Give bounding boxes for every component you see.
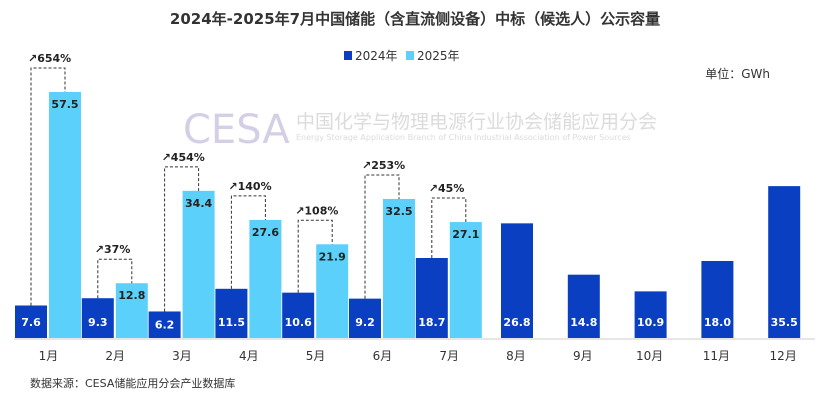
x-tick-label: 11月 (703, 349, 730, 363)
x-tick-label: 1月 (39, 349, 59, 363)
growth-label: ↗108% (295, 204, 338, 217)
bar-2024 (148, 311, 181, 338)
growth-label: ↗140% (228, 180, 271, 193)
bar-2024 (415, 257, 448, 338)
bar-label-2025: 34.4 (185, 197, 212, 210)
bar-label-2024: 10.9 (637, 316, 664, 329)
bar-2024 (701, 260, 734, 338)
bar-label-2024: 9.2 (355, 316, 375, 329)
bar-label-2024: 6.2 (155, 319, 175, 332)
bar-2024 (15, 305, 47, 338)
growth-label: ↗454% (162, 151, 205, 164)
x-tick-label: 6月 (373, 349, 393, 363)
x-tick-label: 9月 (573, 349, 593, 363)
growth-bracket (164, 166, 200, 312)
bar-2024 (567, 274, 600, 338)
bar-label-2024: 10.6 (285, 316, 312, 329)
legend-label-2024: 2024年 (355, 49, 398, 63)
growth-label: ↗654% (28, 52, 71, 65)
unit-label: 单位：GWh (705, 66, 770, 81)
bar-2024 (501, 223, 533, 338)
bar-label-2024: 11.5 (218, 316, 245, 329)
bar-label-2024: 14.8 (570, 316, 597, 329)
watermark-logo: CESA (183, 107, 290, 153)
bar-2025 (449, 222, 482, 338)
legend-swatch-2025 (406, 51, 414, 60)
bar-label-2024: 9.3 (88, 316, 108, 329)
bar-label-2025: 57.5 (51, 98, 78, 111)
growth-bracket (97, 258, 133, 299)
x-tick-label: 7月 (439, 349, 459, 363)
x-tick-label: 4月 (239, 349, 259, 363)
bar-2024 (349, 298, 381, 338)
bar-label-2025: 27.1 (452, 228, 479, 241)
growth-bracket (364, 174, 400, 299)
bar-2024 (282, 292, 315, 338)
growth-label: ↗253% (362, 159, 405, 172)
growth-bracket (297, 219, 333, 293)
watermark-name: 中国化学与物理电源行业协会储能应用分会 (296, 111, 657, 133)
bar-2025 (249, 219, 282, 338)
bar-2025 (49, 92, 81, 338)
bar-label-2024: 26.8 (503, 316, 530, 329)
growth-label: ↗37% (95, 243, 131, 256)
watermark-name-en: Energy Storage Application Branch of Chi… (296, 133, 631, 142)
bar-label-2025: 21.9 (319, 250, 346, 263)
x-tick-label: 8月 (506, 349, 526, 363)
chart-title: 2024年-2025年7月中国储能（含直流侧设备）中标（候选人）公示容量 (170, 10, 660, 28)
growth-bracket (230, 195, 266, 289)
bar-2025 (115, 283, 148, 338)
bar-label-2024: 18.7 (418, 316, 445, 329)
x-tick-label: 2月 (105, 349, 125, 363)
bar-2025 (316, 244, 349, 338)
source-note: 数据来源：CESA储能应用分会产业数据库 (30, 376, 235, 390)
bar-label-2024: 35.5 (771, 316, 798, 329)
bar-label-2025: 27.6 (252, 226, 279, 239)
bar-label-2025: 32.5 (385, 205, 412, 218)
legend-swatch-2024 (344, 51, 352, 60)
legend: 2024年 2025年 (344, 49, 460, 63)
bar-label-2024: 18.0 (704, 316, 731, 329)
x-tick-label: 3月 (172, 349, 192, 363)
x-tick-label: 10月 (636, 349, 663, 363)
bar-label-2024: 7.6 (21, 316, 41, 329)
growth-bracket (431, 197, 467, 258)
legend-label-2025: 2025年 (417, 49, 460, 63)
bar-2024 (634, 291, 667, 338)
x-tick-label: 12月 (770, 349, 797, 363)
bar-2024 (768, 186, 801, 338)
bar-label-2025: 12.8 (118, 289, 145, 302)
watermark: CESA 中国化学与物理电源行业协会储能应用分会 Energy Storage … (183, 107, 657, 153)
bar-2025 (383, 198, 415, 338)
growth-label: ↗45% (429, 182, 465, 195)
bar-2025 (182, 190, 215, 338)
bar-2024 (215, 288, 248, 338)
x-tick-label: 5月 (306, 349, 326, 363)
bar-2024 (81, 298, 114, 338)
